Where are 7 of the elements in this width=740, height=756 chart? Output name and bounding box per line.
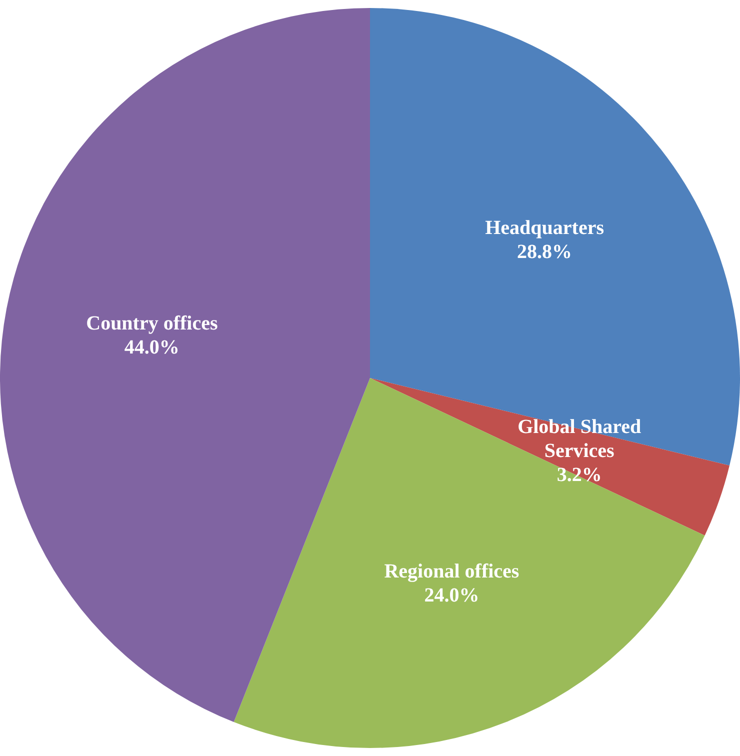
slice-label: Country offices xyxy=(86,312,218,335)
slice-label: Headquarters xyxy=(485,217,604,240)
data-label: 24.0% xyxy=(424,584,480,607)
data-label: 28.8% xyxy=(517,241,572,264)
data-label: 44.0% xyxy=(124,336,180,359)
slice-label: Global Shared Services xyxy=(518,416,642,462)
slice-label: Regional offices xyxy=(384,560,520,583)
